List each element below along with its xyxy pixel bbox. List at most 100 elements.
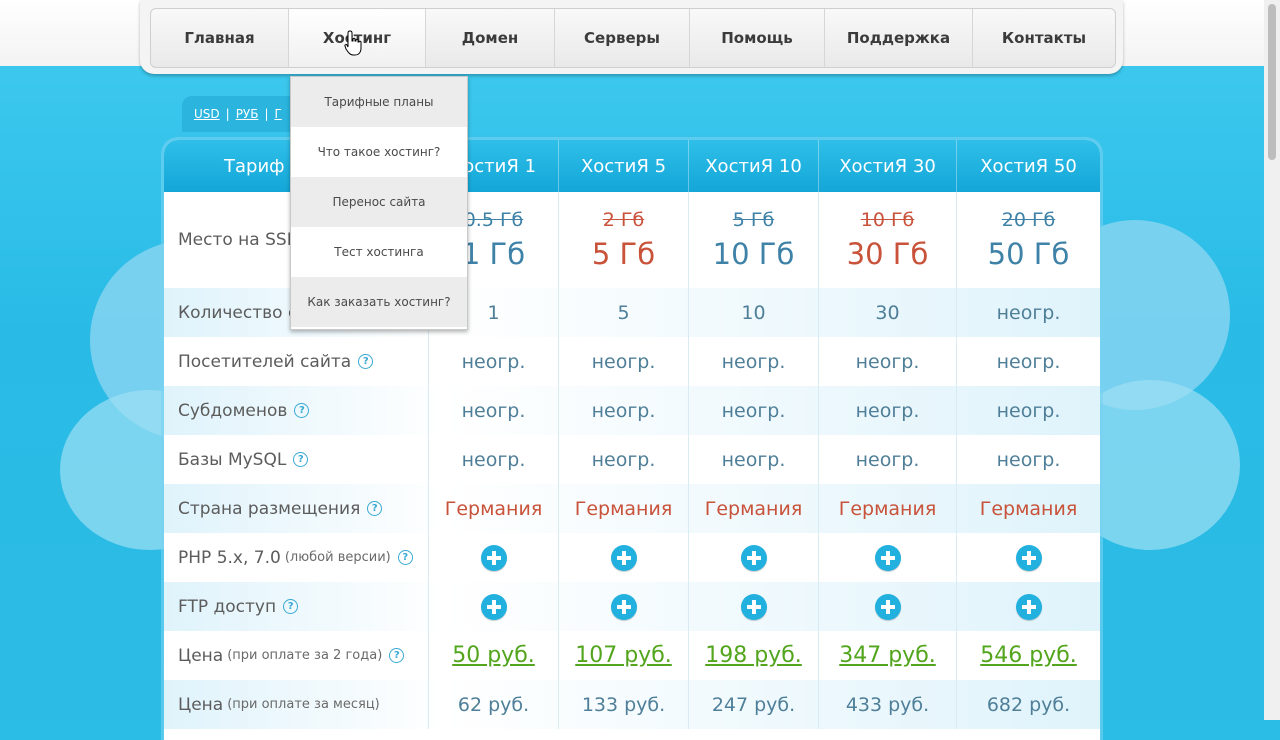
row-label: Субдоменов? bbox=[164, 386, 429, 435]
table-cell: неогр. bbox=[689, 435, 819, 484]
space-cell: 10 Гб 30 Гб bbox=[819, 192, 957, 288]
table-row: PHP 5.x, 7.0 (любой версии)? bbox=[164, 533, 1100, 582]
dropdown-item-plans[interactable]: Тарифные планы bbox=[291, 77, 467, 127]
help-icon[interactable]: ? bbox=[397, 550, 413, 565]
nav-item-domain[interactable]: Домен bbox=[426, 9, 555, 67]
old-space: 20 Гб bbox=[1001, 209, 1056, 231]
table-cell: Германия bbox=[559, 484, 689, 533]
table-cell: 5 bbox=[559, 288, 689, 337]
help-icon[interactable]: ? bbox=[283, 599, 299, 614]
table-cell: неогр. bbox=[689, 337, 819, 386]
table-cell: 198 руб. bbox=[689, 631, 819, 680]
help-icon[interactable]: ? bbox=[358, 354, 374, 369]
table-cell: 546 руб. bbox=[957, 631, 1100, 680]
row-label: FTP доступ? bbox=[164, 582, 429, 631]
dropdown-item-what-is-hosting[interactable]: Что такое хостинг? bbox=[317, 145, 441, 159]
table-cell: Германия bbox=[429, 484, 559, 533]
table-cell: неогр. bbox=[689, 386, 819, 435]
currency-third-link[interactable]: Г bbox=[274, 107, 282, 121]
row-label-text: Место на SSD bbox=[178, 230, 300, 250]
price-link[interactable]: 347 руб. bbox=[839, 643, 936, 668]
table-cell: 62 руб. bbox=[429, 680, 559, 729]
table-row: Цена (при оплате за месяц) 62 руб. 133 ру… bbox=[164, 680, 1100, 729]
plus-icon bbox=[610, 544, 637, 571]
table-cell: 1 bbox=[429, 288, 559, 337]
price-link[interactable]: 107 руб. bbox=[575, 643, 672, 668]
plan-header: ХостиЯ 10 bbox=[689, 140, 819, 192]
help-icon[interactable]: ? bbox=[367, 501, 383, 516]
table-cell: Германия bbox=[689, 484, 819, 533]
dropdown-item-how-to-order[interactable]: Как заказать хостинг? bbox=[291, 277, 467, 327]
table-cell: 30 bbox=[819, 288, 957, 337]
row-label-text: FTP доступ bbox=[178, 596, 277, 617]
plus-icon bbox=[1015, 544, 1042, 571]
table-cell bbox=[819, 582, 957, 631]
currency-usd-link[interactable]: USD bbox=[194, 107, 220, 121]
currency-separator: | bbox=[264, 107, 269, 121]
table-row: Цена (при оплате за 2 года)? 50 руб. 107 … bbox=[164, 631, 1100, 680]
main-nav: Главная Хостинг Домен Серверы Помощь Под… bbox=[150, 8, 1116, 68]
table-row: Субдоменов? неогр. неогр. неогр. неогр. … bbox=[164, 386, 1100, 435]
plus-icon bbox=[874, 593, 901, 620]
table-cell bbox=[957, 533, 1100, 582]
table-cell: неогр. bbox=[429, 435, 559, 484]
row-label: Страна размещения? bbox=[164, 484, 429, 533]
table-cell: 133 руб. bbox=[559, 680, 689, 729]
table-cell bbox=[429, 582, 559, 631]
table-cell bbox=[819, 533, 957, 582]
space-cell: 2 Гб 5 Гб bbox=[559, 192, 689, 288]
plus-icon bbox=[874, 544, 901, 571]
plan-header: ХостиЯ 50 bbox=[980, 155, 1077, 177]
new-space: 30 Гб bbox=[846, 237, 929, 271]
nav-item-hosting[interactable]: Хостинг bbox=[289, 9, 426, 67]
old-space: 2 Гб bbox=[602, 209, 645, 231]
help-icon[interactable]: ? bbox=[389, 648, 405, 663]
table-cell: 347 руб. bbox=[819, 631, 957, 680]
row-label-text: PHP 5.x, 7.0 bbox=[178, 547, 281, 568]
row-label-text: Страна размещения bbox=[178, 498, 361, 519]
table-cell: неогр. bbox=[819, 386, 957, 435]
table-cell: 50 руб. bbox=[429, 631, 559, 680]
table-cell: Германия bbox=[819, 484, 957, 533]
help-icon[interactable]: ? bbox=[294, 403, 310, 418]
row-label: Цена (при оплате за 2 года)? bbox=[164, 631, 429, 680]
table-row: Посетителей сайта? неогр. неогр. неогр. … bbox=[164, 337, 1100, 386]
nav-item-support[interactable]: Поддержка bbox=[825, 9, 973, 67]
currency-separator: | bbox=[225, 107, 230, 121]
row-label-text: Посетителей сайта bbox=[178, 351, 352, 372]
plus-icon bbox=[740, 593, 767, 620]
help-icon[interactable]: ? bbox=[293, 452, 309, 467]
row-label-text: Цена bbox=[178, 645, 224, 666]
row-label: Посетителей сайта? bbox=[164, 337, 429, 386]
table-row: FTP доступ? bbox=[164, 582, 1100, 631]
table-cell: неогр. bbox=[429, 337, 559, 386]
price-link[interactable]: 198 руб. bbox=[705, 643, 802, 668]
table-cell: неогр. bbox=[996, 350, 1061, 373]
price-link[interactable]: 546 руб. bbox=[980, 643, 1077, 668]
table-cell: неогр. bbox=[819, 337, 957, 386]
table-cell bbox=[429, 533, 559, 582]
table-cell: неогр. bbox=[819, 435, 957, 484]
table-cell: 10 bbox=[689, 288, 819, 337]
row-label-note: (при оплате за месяц) bbox=[227, 697, 380, 712]
row-label-note: (при оплате за 2 года) bbox=[227, 648, 383, 663]
row-label: Базы MySQL? bbox=[164, 435, 429, 484]
scrollbar-thumb[interactable] bbox=[1268, 4, 1276, 160]
plan-header: ХостиЯ 30 bbox=[819, 140, 957, 192]
row-label: Цена (при оплате за месяц) bbox=[164, 680, 429, 729]
row-label: PHP 5.x, 7.0 (любой версии)? bbox=[164, 533, 429, 582]
nav-item-servers[interactable]: Серверы bbox=[555, 9, 690, 67]
price-link[interactable]: 50 руб. bbox=[452, 643, 535, 668]
nav-item-home[interactable]: Главная bbox=[151, 9, 289, 67]
plus-icon bbox=[610, 593, 637, 620]
page-scrollbar[interactable] bbox=[1264, 0, 1280, 720]
nav-item-contacts[interactable]: Контакты bbox=[1001, 29, 1087, 47]
dropdown-item-hosting-test[interactable]: Тест хостинга bbox=[334, 245, 424, 259]
dropdown-item-site-transfer[interactable]: Перенос сайта bbox=[291, 177, 467, 227]
table-cell: неогр. bbox=[559, 435, 689, 484]
space-cell: 20 Гб 50 Гб bbox=[957, 192, 1100, 288]
currency-rub-link[interactable]: РУБ bbox=[235, 107, 259, 121]
table-cell: 247 руб. bbox=[689, 680, 819, 729]
nav-item-help[interactable]: Помощь bbox=[690, 9, 825, 67]
table-cell: неогр. bbox=[429, 386, 559, 435]
